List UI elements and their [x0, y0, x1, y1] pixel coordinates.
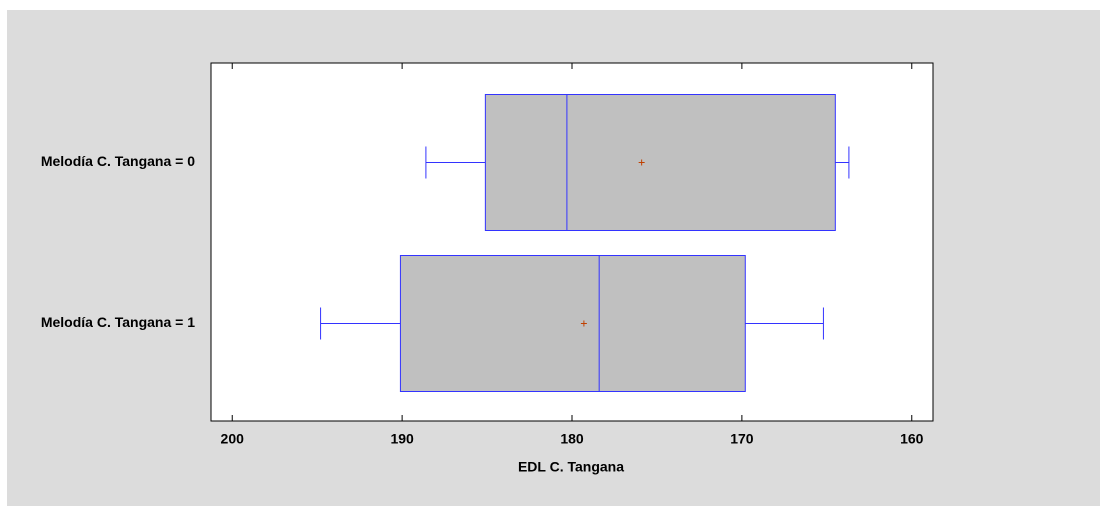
- box: [484, 94, 836, 231]
- y-tick-label: Melodía C. Tangana = 0: [41, 153, 195, 169]
- x-tick-label: 190: [390, 431, 414, 447]
- x-tick-label: 180: [560, 431, 584, 447]
- x-axis-label: EDL C. Tangana: [518, 459, 624, 475]
- x-tick-label: 200: [221, 431, 245, 447]
- mean-marker: [638, 159, 645, 166]
- y-tick-label: Melodía C. Tangana = 1: [41, 314, 195, 330]
- box: [399, 255, 746, 392]
- x-tick-label: 160: [900, 431, 924, 447]
- x-tick-label: 170: [730, 431, 754, 447]
- mean-marker: [580, 320, 587, 327]
